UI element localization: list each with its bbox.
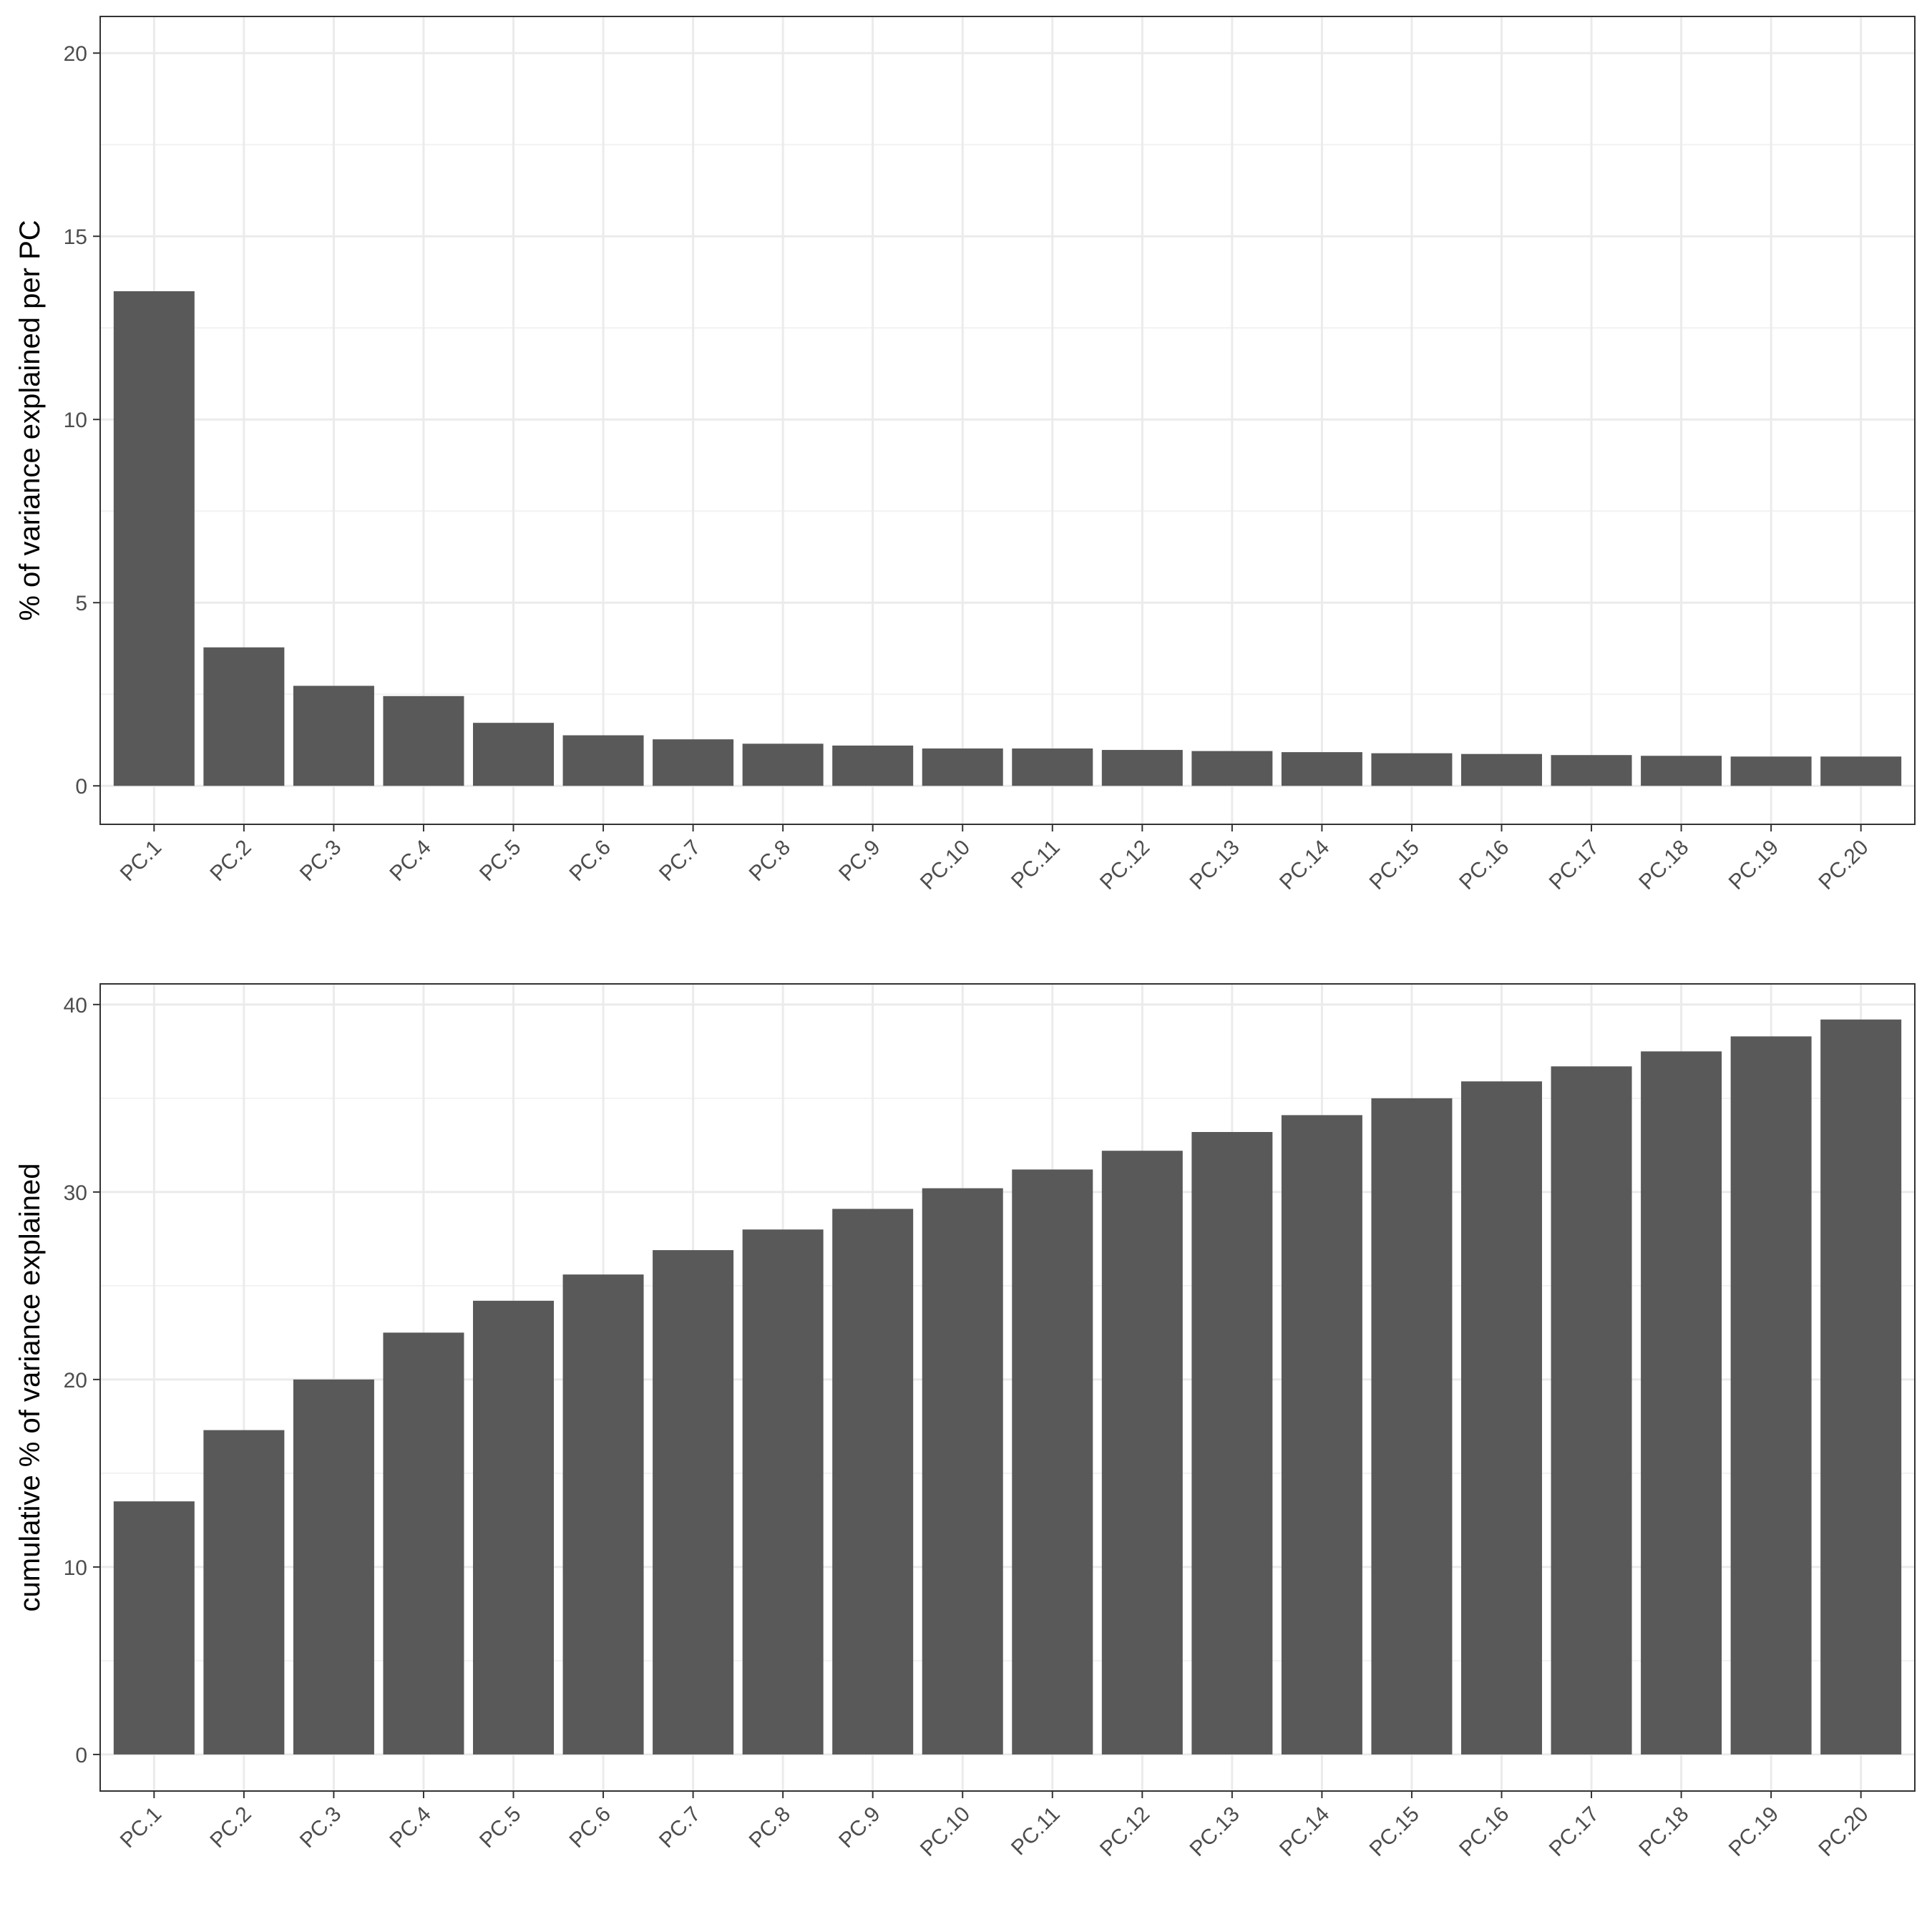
x-tick-label: PC.19: [1724, 836, 1783, 894]
x-tick-label: PC.18: [1634, 1802, 1693, 1861]
bar-pc-1: [113, 291, 195, 786]
bar-pc-15: [1371, 753, 1453, 786]
y-axis-title: % of variance explained per PC: [14, 220, 46, 620]
x-tick-label: PC.4: [385, 836, 436, 887]
x-tick-label: PC.10: [916, 836, 975, 894]
bar-pc-17: [1551, 1066, 1632, 1755]
x-tick-label: PC.4: [385, 1802, 436, 1853]
bar-pc-18: [1641, 756, 1722, 786]
y-tick-label: 5: [75, 592, 87, 615]
bar-pc-7: [653, 739, 734, 786]
bar-pc-9: [832, 745, 914, 786]
x-tick-label: PC.2: [205, 836, 256, 887]
x-tick-label: PC.6: [565, 836, 615, 887]
x-tick-label: PC.11: [1007, 836, 1065, 894]
bar-pc-16: [1461, 1081, 1542, 1755]
bar-pc-13: [1191, 751, 1273, 786]
y-tick-label: 20: [64, 1369, 87, 1392]
x-tick-label: PC.16: [1455, 836, 1513, 894]
y-tick-label: 15: [64, 225, 87, 249]
x-tick-label: PC.15: [1365, 836, 1424, 894]
bar-pc-20: [1820, 756, 1902, 786]
y-tick-label: 10: [64, 1556, 87, 1580]
bar-pc-6: [562, 735, 644, 786]
y-tick-label: 40: [64, 994, 87, 1018]
bar-pc-2: [203, 647, 285, 786]
bar-pc-8: [742, 1229, 824, 1755]
x-tick-label: PC.12: [1096, 836, 1154, 894]
bar-pc-10: [922, 1188, 1003, 1755]
bar-pc-16: [1461, 753, 1542, 786]
bar-pc-11: [1012, 748, 1093, 786]
x-tick-label: PC.7: [655, 836, 706, 887]
variance-per-pc-chart: 0 5 10 15 20 PC.1 PC.2 PC.3 PC.4 PC.5 PC.6 PC.7 PC.8…: [14, 16, 1916, 894]
x-tick-label: PC.17: [1545, 1802, 1604, 1861]
bar-pc-3: [293, 1379, 374, 1755]
x-tick-label: PC.20: [1814, 1802, 1873, 1861]
bar-pc-4: [383, 696, 464, 786]
x-tick-label: PC.13: [1186, 836, 1244, 894]
bar-pc-6: [562, 1274, 644, 1755]
panel-border: [99, 16, 1916, 825]
bar-pc-13: [1191, 1131, 1273, 1755]
cumulative-variance-chart: 0 10 20 30 40 PC.1 PC.2 PC.3 PC.4 PC.5 PC.6 PC.7 PC.…: [14, 983, 1916, 1861]
x-tick-label: PC.16: [1455, 1802, 1513, 1861]
x-tick-label: PC.3: [296, 836, 346, 887]
bar-pc-2: [203, 1430, 285, 1755]
x-tick-label: PC.8: [745, 836, 796, 887]
x-tick-label: PC.2: [205, 1802, 256, 1853]
bar-pc-4: [383, 1332, 464, 1755]
bar-pc-17: [1551, 755, 1632, 786]
bar-pc-14: [1281, 752, 1362, 786]
x-tick-label: PC.11: [1007, 1802, 1065, 1860]
x-tick-label: PC.5: [475, 1802, 526, 1853]
bar-pc-19: [1730, 1036, 1812, 1755]
x-tick-label: PC.10: [916, 1802, 975, 1861]
bar-pc-8: [742, 743, 824, 786]
bar-pc-15: [1371, 1098, 1453, 1755]
x-tick-label: PC.8: [745, 1802, 796, 1853]
bar-pc-18: [1641, 1051, 1722, 1755]
x-tick-label: PC.12: [1096, 1802, 1154, 1861]
bar-pc-9: [832, 1209, 914, 1755]
y-tick-label: 20: [64, 42, 87, 66]
bar-pc-12: [1101, 1151, 1183, 1755]
y-axis-title: cumulative % of variance explained: [14, 1163, 46, 1611]
x-tick-label: PC.19: [1724, 1802, 1783, 1861]
x-tick-label: PC.3: [296, 1802, 346, 1853]
bar-pc-14: [1281, 1115, 1362, 1755]
x-tick-label: PC.14: [1275, 836, 1334, 894]
x-tick-label: PC.1: [116, 1802, 167, 1853]
x-tick-label: PC.18: [1634, 836, 1693, 894]
bar-pc-10: [922, 748, 1003, 786]
bar-pc-5: [473, 723, 554, 786]
x-tick-label: PC.5: [475, 836, 526, 887]
bar-pc-19: [1730, 756, 1812, 786]
x-tick-label: PC.13: [1186, 1802, 1244, 1861]
x-tick-label: PC.14: [1275, 1802, 1334, 1861]
x-tick-label: PC.15: [1365, 1802, 1424, 1861]
x-tick-label: PC.20: [1814, 836, 1873, 894]
x-tick-label: PC.9: [834, 1802, 885, 1853]
x-tick-label: PC.1: [116, 836, 167, 887]
bar-pc-3: [293, 686, 374, 786]
panel-border: [99, 983, 1916, 1792]
y-tick-label: 10: [64, 409, 87, 432]
bar-pc-12: [1101, 750, 1183, 786]
x-tick-label: PC.6: [565, 1802, 615, 1853]
bar-pc-11: [1012, 1169, 1093, 1755]
y-tick-label: 0: [75, 775, 87, 799]
x-tick-label: PC.17: [1545, 836, 1604, 894]
y-tick-label: 0: [75, 1744, 87, 1767]
bar-pc-5: [473, 1300, 554, 1755]
bar-pc-7: [653, 1250, 734, 1755]
x-tick-label: PC.9: [834, 836, 885, 887]
x-tick-label: PC.7: [655, 1802, 706, 1853]
bar-pc-20: [1820, 1019, 1902, 1755]
bar-pc-1: [113, 1501, 195, 1755]
y-tick-label: 30: [64, 1181, 87, 1205]
